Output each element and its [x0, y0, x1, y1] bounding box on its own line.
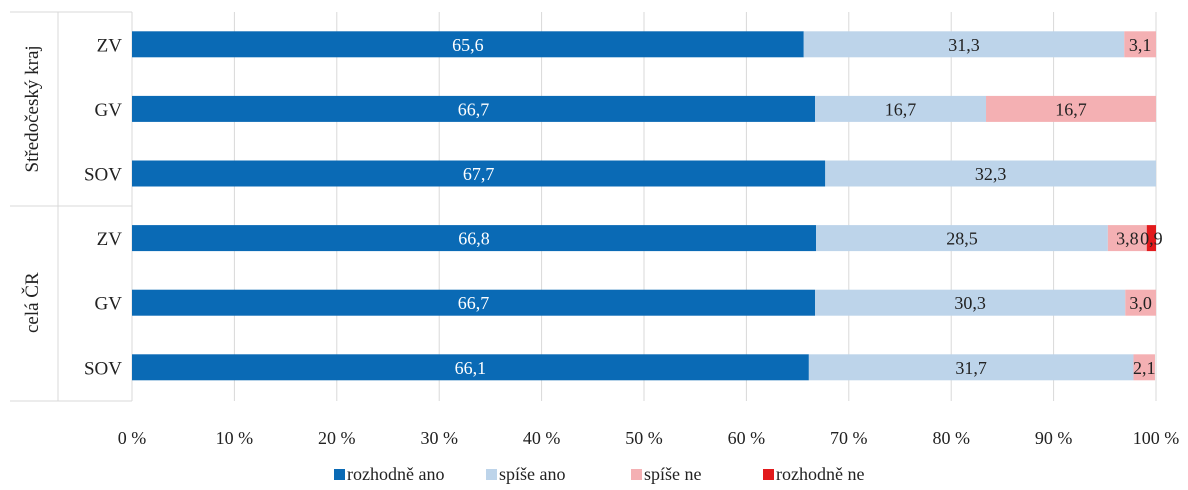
- bars: [132, 31, 1156, 381]
- legend-label: spíše ne: [644, 464, 702, 484]
- x-tick-label: 0 %: [118, 428, 147, 448]
- x-tick-label: 30 %: [420, 428, 458, 448]
- bar-segment: [816, 225, 1108, 252]
- legend-label: rozhodně ne: [776, 464, 864, 484]
- axis-labels: 0 % 10 % 20 % 30 % 40 % 50 % 60 % 70 % 80 % 90 % 1…: [21, 35, 1179, 448]
- data-label: 31,7: [955, 358, 987, 378]
- bar-segment: [815, 95, 987, 122]
- x-tick-label: 80 %: [932, 428, 970, 448]
- x-tick-label: 50 %: [625, 428, 663, 448]
- data-label: 3,8: [1116, 229, 1139, 249]
- bar-segment: [132, 354, 809, 381]
- bar-segment: [815, 289, 1126, 316]
- legend: rozhodně ano spíše ano spíše ne rozhodně ne: [334, 464, 864, 484]
- x-tick-label: 70 %: [830, 428, 868, 448]
- x-tick-label: 20 %: [318, 428, 356, 448]
- category-label: ZV: [97, 35, 123, 56]
- bar-segment: [1125, 289, 1156, 316]
- bar-segment: [986, 95, 1156, 122]
- bar-segment: [1107, 225, 1147, 252]
- data-label: 67,7: [463, 164, 495, 184]
- data-label: 31,3: [948, 35, 980, 55]
- legend-swatch: [334, 469, 345, 480]
- bar-segment: [132, 160, 826, 187]
- x-tick-label: 40 %: [523, 428, 561, 448]
- data-label: 2,1: [1133, 358, 1156, 378]
- bar-segment: [132, 31, 804, 58]
- data-label: 30,3: [954, 293, 986, 313]
- legend-swatch: [763, 469, 774, 480]
- data-label: 66,8: [458, 229, 490, 249]
- x-tick-label: 100 %: [1133, 428, 1180, 448]
- bar-segment: [803, 31, 1125, 58]
- data-label: 66,1: [455, 358, 487, 378]
- bar-segment: [132, 225, 817, 252]
- category-label: SOV: [84, 358, 122, 379]
- data-label: 0,9: [1140, 229, 1163, 249]
- bar-segment: [825, 160, 1156, 187]
- data-label: 66,7: [458, 99, 490, 119]
- data-label: 3,1: [1129, 35, 1152, 55]
- data-label: 16,7: [1055, 99, 1087, 119]
- data-label: 66,7: [458, 293, 490, 313]
- data-label: 65,6: [452, 35, 484, 55]
- category-label: ZV: [97, 229, 123, 250]
- data-label: 32,3: [975, 164, 1007, 184]
- category-label: SOV: [84, 165, 122, 186]
- bar-segment: [132, 289, 816, 316]
- bar-segment: [1146, 225, 1156, 252]
- bar-segment: [1133, 354, 1155, 381]
- group-label: celá ČR: [21, 272, 43, 333]
- x-tick-label: 90 %: [1035, 428, 1073, 448]
- group-label: Středočeský kraj: [22, 45, 43, 172]
- legend-swatch: [486, 469, 497, 480]
- category-label: GV: [95, 294, 123, 315]
- data-label: 16,7: [885, 99, 917, 119]
- bar-labels: 65,6 31,3 3,1 66,7 16,7 16,7 67,7 32,3 66,8 28,5 3…: [452, 35, 1163, 378]
- x-tick-label: 10 %: [216, 428, 254, 448]
- legend-label: spíše ano: [499, 464, 566, 484]
- gridlines: [10, 11, 1157, 402]
- bar-segment: [132, 95, 816, 122]
- bar-segment: [1124, 31, 1156, 58]
- data-label: 3,0: [1129, 293, 1152, 313]
- bar-segment: [808, 354, 1134, 381]
- category-label: GV: [95, 100, 123, 121]
- data-label: 28,5: [946, 229, 978, 249]
- legend-swatch: [631, 469, 642, 480]
- x-tick-label: 60 %: [728, 428, 766, 448]
- legend-label: rozhodně ano: [347, 464, 444, 484]
